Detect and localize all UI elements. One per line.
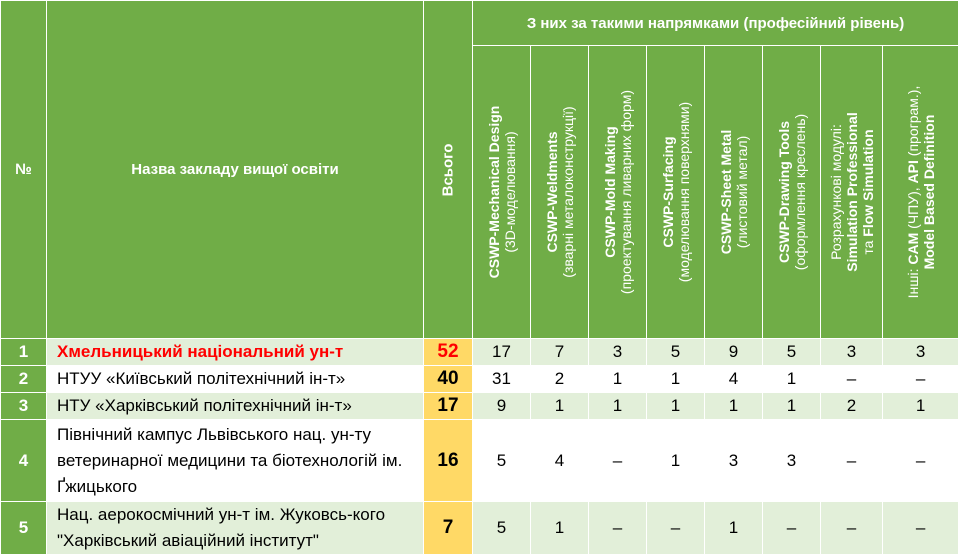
value-cell: –: [881, 365, 959, 393]
value-cell: 1: [588, 365, 647, 393]
value-cell: –: [762, 501, 821, 555]
value-cell: –: [881, 419, 959, 502]
total-value: 52: [423, 338, 473, 366]
value-cell: 1: [646, 392, 705, 420]
value-cell: 9: [472, 392, 531, 420]
value-cell: 1: [646, 365, 705, 393]
value-cell: 1: [762, 365, 821, 393]
header-total: Всього: [423, 0, 473, 339]
value-cell: 4: [530, 419, 589, 502]
header-direction-0: CSWP-Mechanical Design (3D-моделювання): [472, 45, 531, 339]
value-cell: 1: [704, 392, 763, 420]
value-cell: 5: [472, 501, 531, 555]
value-cell: 1: [881, 392, 959, 420]
value-cell: –: [820, 419, 883, 502]
row-num: 2: [0, 365, 47, 393]
value-cell: 1: [762, 392, 821, 420]
header-total-label: Всього: [439, 143, 457, 196]
value-cell: 4: [704, 365, 763, 393]
value-cell: 17: [472, 338, 531, 366]
value-cell: 5: [472, 419, 531, 502]
value-cell: –: [588, 501, 647, 555]
total-value: 7: [423, 501, 473, 555]
value-cell: 3: [881, 338, 959, 366]
row-num: 3: [0, 392, 47, 420]
total-value: 40: [423, 365, 473, 393]
value-cell: 5: [762, 338, 821, 366]
institution-name: Нац. аерокосмічний ун-т ім. Жуковсь-кого…: [46, 501, 424, 555]
table-row: 4 Північний кампус Львівського нац. ун-т…: [0, 419, 959, 502]
row-num: 5: [0, 501, 47, 555]
header-institution-name: Назва закладу вищої освіти: [46, 0, 424, 339]
value-cell: 3: [588, 338, 647, 366]
value-cell: 1: [530, 392, 589, 420]
value-cell: 1: [588, 392, 647, 420]
header-direction-5: CSWP-Drawing Tools (оформлення креслень): [762, 45, 821, 339]
value-cell: –: [646, 501, 705, 555]
table-row: 3 НТУ «Харківський політехнічний ін-т» 1…: [0, 392, 959, 420]
total-value: 16: [423, 419, 473, 502]
value-cell: –: [820, 365, 883, 393]
header-direction-2: CSWP-Mold Making (проектування ливарних ф…: [588, 45, 647, 339]
row-num: 1: [0, 338, 47, 366]
table-row: 2 НТУУ «Київський політехнічний ін-т» 40…: [0, 365, 959, 393]
value-cell: 3: [762, 419, 821, 502]
value-cell: 1: [530, 501, 589, 555]
value-cell: 3: [820, 338, 883, 366]
header-directions-group: З них за такими напрямками (професійний …: [471, 0, 959, 46]
institution-name: НТУ «Харківський політехнічний ін-т»: [46, 392, 424, 420]
total-value: 17: [423, 392, 473, 420]
value-cell: –: [588, 419, 647, 502]
value-cell: 2: [820, 392, 883, 420]
row-num: 4: [0, 419, 47, 502]
value-cell: 2: [530, 365, 589, 393]
value-cell: 1: [646, 419, 705, 502]
header-direction-3: CSWP-Surfacing (моделювання поверхнями): [646, 45, 705, 339]
institution-name: НТУУ «Київський політехнічний ін-т»: [46, 365, 424, 393]
header-num: №: [0, 0, 47, 339]
header-other-modules: Інші: CAM (ЧПУ), API (програм.), Model Ba…: [881, 45, 959, 339]
header-direction-4: CSWP-Sheet Metal (листовий метал): [704, 45, 763, 339]
value-cell: 5: [646, 338, 705, 366]
value-cell: –: [820, 501, 883, 555]
value-cell: –: [881, 501, 959, 555]
value-cell: 1: [704, 501, 763, 555]
institution-name: Хмельницький національний ун-т: [46, 338, 424, 366]
value-cell: 9: [704, 338, 763, 366]
header-calc-modules: Розрахункові модулі: Simulation Professio…: [820, 45, 883, 339]
value-cell: 7: [530, 338, 589, 366]
header-direction-1: CSWP-Weldments (зварні металоконструкції): [530, 45, 589, 339]
table-row: 1 Хмельницький національний ун-т 52 17 7…: [0, 338, 959, 366]
value-cell: 31: [472, 365, 531, 393]
value-cell: 3: [704, 419, 763, 502]
table-row: 5 Нац. аерокосмічний ун-т ім. Жуковсь-ко…: [0, 501, 959, 555]
institution-name: Північний кампус Львівського нац. ун-ту …: [46, 419, 424, 502]
